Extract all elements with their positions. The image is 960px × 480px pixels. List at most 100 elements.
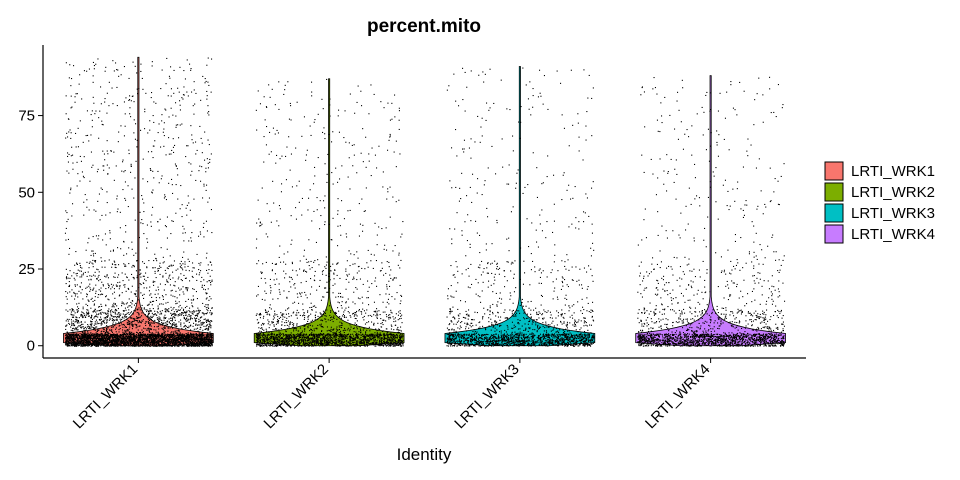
point (180, 273, 182, 275)
point (204, 159, 206, 161)
point (209, 312, 211, 314)
point (99, 310, 101, 312)
point (100, 331, 102, 333)
point (150, 329, 152, 331)
point (95, 311, 97, 313)
point (113, 320, 115, 322)
point (79, 155, 81, 157)
point (161, 114, 163, 116)
point (177, 174, 179, 176)
point (210, 334, 212, 336)
point (97, 269, 99, 271)
point (182, 344, 184, 346)
point (165, 338, 167, 340)
point (91, 333, 93, 335)
point (165, 344, 167, 346)
point (129, 99, 131, 101)
point (95, 284, 97, 286)
point (112, 293, 114, 295)
point (134, 338, 136, 340)
violin-LRTI_WRK1 (63, 56, 214, 347)
point (171, 339, 173, 341)
point (86, 336, 88, 338)
point (149, 345, 151, 347)
point (106, 334, 108, 336)
point (163, 338, 165, 340)
point (67, 238, 69, 240)
point (167, 330, 169, 332)
point (141, 339, 143, 341)
point (172, 277, 174, 279)
point (166, 343, 168, 345)
point (170, 306, 172, 308)
point (202, 337, 204, 339)
point (156, 260, 158, 262)
point (72, 335, 74, 337)
point (98, 336, 100, 338)
point (132, 340, 134, 342)
point (90, 335, 92, 337)
point (171, 336, 173, 338)
point (159, 218, 161, 220)
point (200, 233, 202, 235)
point (110, 334, 112, 336)
point (171, 315, 173, 317)
point (192, 337, 194, 339)
point (115, 331, 117, 333)
point (105, 318, 107, 320)
point (119, 227, 121, 229)
point (124, 345, 126, 347)
point (204, 339, 206, 341)
point (154, 270, 156, 272)
point (118, 325, 120, 327)
point (204, 82, 206, 84)
point (107, 337, 109, 339)
point (199, 326, 201, 328)
point (162, 336, 164, 338)
point (158, 328, 160, 330)
point (192, 340, 194, 342)
point (195, 338, 197, 340)
point (75, 316, 77, 318)
point (65, 338, 67, 340)
point (200, 338, 202, 340)
point (84, 339, 86, 341)
point (122, 341, 124, 343)
point (66, 298, 68, 300)
point (156, 322, 158, 324)
point (181, 333, 183, 335)
point (193, 342, 195, 344)
point (192, 142, 194, 144)
point (166, 325, 168, 327)
point (200, 270, 202, 272)
point (194, 310, 196, 312)
point (91, 126, 93, 128)
point (169, 343, 171, 345)
point (144, 341, 146, 343)
point (93, 255, 95, 257)
point (119, 343, 121, 345)
point (138, 320, 140, 322)
point (181, 339, 183, 341)
point (187, 335, 189, 337)
point (166, 340, 168, 342)
point (112, 103, 114, 105)
point (86, 206, 88, 208)
point (92, 236, 94, 238)
point (170, 95, 172, 97)
point (86, 261, 88, 263)
point (92, 61, 94, 63)
point (201, 337, 203, 339)
point (151, 333, 153, 335)
point (125, 330, 127, 332)
point (99, 339, 101, 341)
point (66, 132, 68, 134)
point (148, 319, 150, 321)
point (135, 252, 137, 254)
point (139, 341, 141, 343)
point (158, 320, 160, 322)
point (209, 161, 211, 163)
point (183, 336, 185, 338)
point (124, 170, 126, 172)
point (114, 304, 116, 306)
